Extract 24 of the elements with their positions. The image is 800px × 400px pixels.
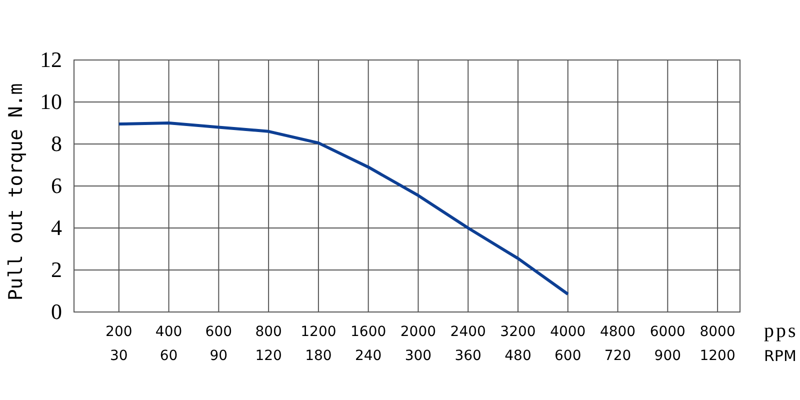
x-tick-label: 8000 1200 [700, 324, 736, 364]
x-tick-label: 400 60 [155, 324, 182, 364]
y-tick-label: 2 [51, 257, 62, 282]
x-tick-label: 6000 900 [650, 324, 686, 364]
text: RPM [764, 347, 796, 365]
x-tick-label: 4000 600 [550, 324, 586, 364]
x-tick-label: 4800 720 [600, 324, 636, 364]
x-tick-label: 2000 300 [400, 324, 436, 364]
x-tick-label: 3200 480 [500, 324, 536, 364]
x-tick-label: 1600 240 [350, 324, 386, 364]
x-tick-label: 800 120 [255, 324, 282, 364]
x-tick-label: 1200 180 [300, 324, 336, 364]
y-tick-label: 8 [51, 131, 62, 156]
x-tick-label: 2400 360 [450, 324, 486, 364]
y-tick-label: 0 [51, 299, 62, 324]
x-axis-title: pps [764, 320, 798, 342]
line-series [117, 122, 570, 296]
y-axis-title: Pull out torque N.m [5, 83, 27, 301]
y-tick-label: 6 [51, 173, 62, 198]
x-tick-label: 600 90 [205, 324, 232, 364]
x-tick-label: 200 30 [106, 324, 132, 364]
y-tick-label: 12 [40, 47, 62, 72]
y-tick-label: 4 [51, 215, 62, 240]
y-tick-label: 10 [40, 89, 62, 114]
